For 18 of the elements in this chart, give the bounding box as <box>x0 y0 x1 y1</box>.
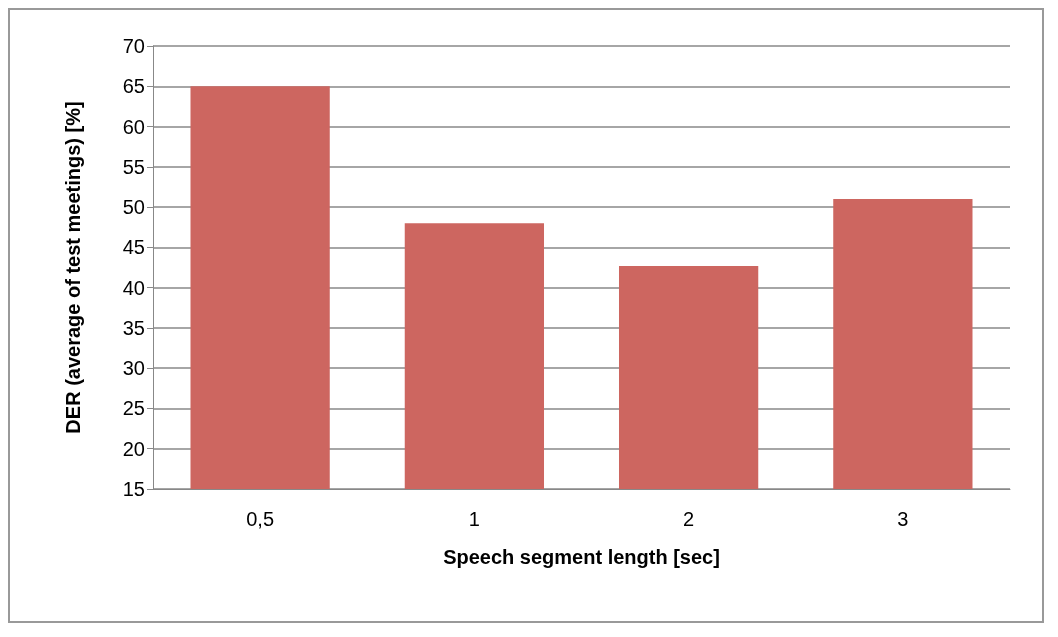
y-tick-label: 60 <box>122 115 145 138</box>
y-tick-label: 70 <box>122 35 145 57</box>
y-tick-label: 30 <box>122 357 145 380</box>
y-tick-label: 20 <box>122 437 145 460</box>
x-axis-title: Speech segment length [sec] <box>443 546 720 568</box>
y-tick-label: 50 <box>122 196 145 219</box>
y-tick-label: 35 <box>122 316 145 339</box>
x-tick-label: 1 <box>468 508 480 530</box>
y-tick-label: 45 <box>122 236 145 259</box>
y-tick-label: 40 <box>122 276 145 299</box>
y-tick-label: 25 <box>122 397 145 420</box>
x-tick-label: 3 <box>897 508 909 530</box>
y-tick-label: 15 <box>122 478 145 500</box>
y-tick-label: 65 <box>122 75 145 98</box>
x-tick-label: 2 <box>683 508 695 530</box>
y-tick-label: 55 <box>122 155 145 178</box>
y-axis-title: DER (average of test meetings) [%] <box>62 101 84 434</box>
x-tick-label: 0,5 <box>246 508 275 530</box>
